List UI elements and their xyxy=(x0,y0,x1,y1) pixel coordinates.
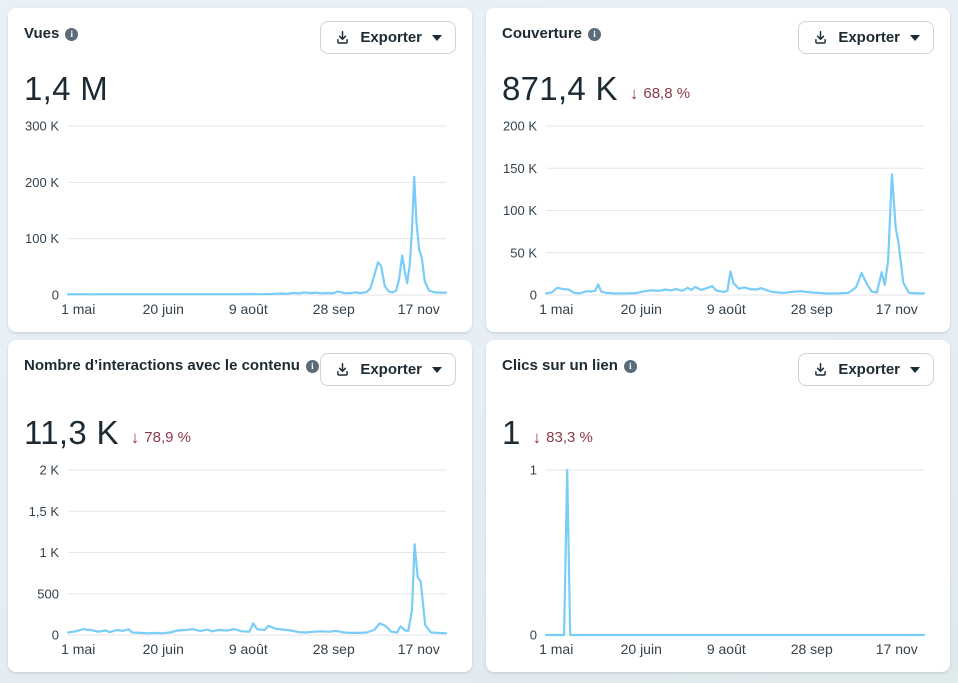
svg-text:20 juin: 20 juin xyxy=(621,301,662,317)
card-header: Vues i Exporter xyxy=(24,21,456,54)
down-arrow-icon: ↓ xyxy=(629,83,639,103)
svg-text:1: 1 xyxy=(530,463,537,478)
card-header: Nombre d’interactions avec le contenu i … xyxy=(24,353,456,398)
svg-text:20 juin: 20 juin xyxy=(143,641,184,657)
metric-chart[interactable]: 0 100 K 200 K 300 K 1 mai 20 juin 9 août 28 sep… xyxy=(24,110,456,322)
chevron-down-icon xyxy=(432,366,442,373)
metric-value: 1,4 M xyxy=(24,70,109,107)
svg-text:0: 0 xyxy=(530,628,537,643)
card-title: Nombre d’interactions avec le contenu xyxy=(24,357,300,374)
export-button-label: Exporter xyxy=(360,361,422,378)
svg-text:1 K: 1 K xyxy=(39,545,59,560)
svg-text:28 sep: 28 sep xyxy=(313,301,355,317)
svg-text:20 juin: 20 juin xyxy=(621,641,662,657)
metric-change: ↓ 83,3 % xyxy=(533,429,593,446)
down-arrow-icon: ↓ xyxy=(532,427,542,447)
info-icon[interactable]: i xyxy=(305,360,319,373)
svg-text:9 août: 9 août xyxy=(229,301,268,317)
card-title: Vues xyxy=(24,25,60,42)
card-header: Couverture i Exporter xyxy=(502,21,934,54)
metric-value: 1 xyxy=(502,414,521,451)
download-icon xyxy=(812,361,829,378)
svg-text:9 août: 9 août xyxy=(707,301,746,317)
svg-text:0: 0 xyxy=(52,628,59,643)
card-couverture: Couverture i Exporter 871,4 K ↓ 68,8 % xyxy=(486,8,950,332)
card-title: Couverture xyxy=(502,25,583,42)
svg-text:1 mai: 1 mai xyxy=(539,301,573,317)
info-icon[interactable]: i xyxy=(588,28,602,41)
card-interactions: Nombre d’interactions avec le contenu i … xyxy=(8,340,472,672)
export-button[interactable]: Exporter xyxy=(320,21,456,54)
export-button[interactable]: Exporter xyxy=(798,353,934,386)
card-clics-lien: Clics sur un lien i Exporter 1 ↓ 83,3 % xyxy=(486,340,950,672)
card-vues: Vues i Exporter 1,4 M 0 100 K 200 K 300 K 1 … xyxy=(8,8,472,332)
metric-change-percent: 83,3 % xyxy=(546,428,593,446)
svg-text:1,5 K: 1,5 K xyxy=(29,504,60,519)
export-button-label: Exporter xyxy=(360,29,422,46)
metric-value-row: 11,3 K ↓ 78,9 % xyxy=(24,414,456,452)
svg-text:100 K: 100 K xyxy=(25,231,59,246)
metric-chart[interactable]: 0 50 K 100 K 150 K 200 K 1 mai 20 juin 9 août 28… xyxy=(502,110,934,322)
svg-text:1 mai: 1 mai xyxy=(61,301,95,317)
svg-text:150 K: 150 K xyxy=(503,161,537,176)
metric-change-percent: 78,9 % xyxy=(144,428,191,446)
svg-text:100 K: 100 K xyxy=(503,203,537,218)
svg-text:500: 500 xyxy=(37,586,59,601)
download-icon xyxy=(334,29,351,46)
metric-value-row: 1 ↓ 83,3 % xyxy=(502,414,934,452)
metric-change: ↓ 78,9 % xyxy=(131,429,191,446)
download-icon xyxy=(334,361,351,378)
svg-text:200 K: 200 K xyxy=(25,175,59,190)
metric-value-row: 871,4 K ↓ 68,8 % xyxy=(502,70,934,108)
chevron-down-icon xyxy=(910,366,920,373)
metric-change-percent: 68,8 % xyxy=(643,84,691,102)
svg-text:28 sep: 28 sep xyxy=(791,301,833,317)
svg-text:0: 0 xyxy=(52,288,59,303)
svg-text:200 K: 200 K xyxy=(503,119,537,134)
metric-change: ↓ 68,8 % xyxy=(630,85,690,102)
svg-text:1 mai: 1 mai xyxy=(61,641,95,657)
info-icon[interactable]: i xyxy=(65,28,79,41)
metric-value: 871,4 K xyxy=(502,70,618,107)
svg-text:17 nov: 17 nov xyxy=(876,301,918,317)
info-icon[interactable]: i xyxy=(623,360,637,373)
svg-text:2 K: 2 K xyxy=(39,463,59,478)
svg-text:28 sep: 28 sep xyxy=(791,641,833,657)
metric-chart[interactable]: 0 1 1 mai 20 juin 9 août 28 sep 17 nov xyxy=(502,454,934,662)
svg-text:17 nov: 17 nov xyxy=(398,301,440,317)
svg-text:9 août: 9 août xyxy=(229,641,268,657)
svg-text:17 nov: 17 nov xyxy=(398,641,440,657)
metric-value-row: 1,4 M xyxy=(24,70,456,108)
svg-text:0: 0 xyxy=(530,288,537,303)
svg-text:50 K: 50 K xyxy=(510,245,537,260)
chevron-down-icon xyxy=(910,34,920,41)
svg-text:20 juin: 20 juin xyxy=(143,301,184,317)
download-icon xyxy=(812,29,829,46)
svg-text:1 mai: 1 mai xyxy=(539,641,573,657)
metric-chart[interactable]: 0 500 1 K 1,5 K 2 K 1 mai 20 juin 9 août 28 sep 1… xyxy=(24,454,456,662)
chevron-down-icon xyxy=(432,34,442,41)
svg-text:28 sep: 28 sep xyxy=(313,641,355,657)
card-title: Clics sur un lien xyxy=(502,357,618,374)
svg-text:9 août: 9 août xyxy=(707,641,746,657)
export-button-label: Exporter xyxy=(838,361,900,378)
card-header: Clics sur un lien i Exporter xyxy=(502,353,934,398)
export-button[interactable]: Exporter xyxy=(798,21,934,54)
svg-text:300 K: 300 K xyxy=(25,119,59,134)
export-button-label: Exporter xyxy=(838,29,900,46)
metric-value: 11,3 K xyxy=(24,414,119,451)
svg-text:17 nov: 17 nov xyxy=(876,641,918,657)
down-arrow-icon: ↓ xyxy=(130,427,140,447)
export-button[interactable]: Exporter xyxy=(320,353,456,386)
